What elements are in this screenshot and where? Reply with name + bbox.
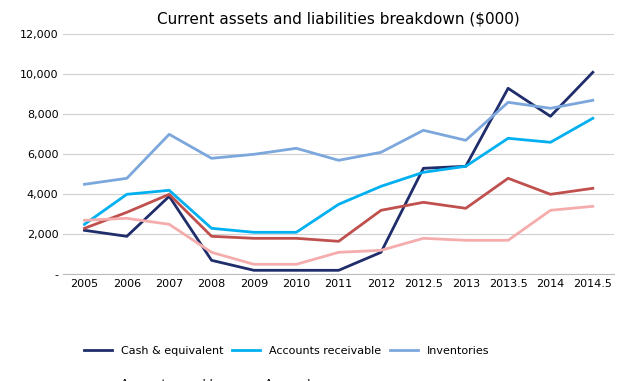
Accounts payable [420,200,427,205]
Line: Inventories: Inventories [84,100,593,184]
Accrued expenses [208,250,215,255]
Accrued expenses [505,238,512,243]
Accrued expenses [292,262,300,267]
Accounts payable [292,236,300,241]
Cash & equivalent [250,268,258,273]
Accounts receivable [292,230,300,235]
Cash & equivalent [589,70,597,75]
Accounts receivable [505,136,512,141]
Line: Accounts receivable: Accounts receivable [84,118,593,232]
Accounts payable [547,192,555,197]
Accounts receivable [462,164,470,168]
Accrued expenses [547,208,555,213]
Inventories [165,132,173,136]
Accrued expenses [589,204,597,208]
Accounts payable [462,206,470,211]
Accrued expenses [462,238,470,243]
Inventories [377,150,385,155]
Accounts payable [250,236,258,241]
Cash & equivalent [547,114,555,118]
Accounts receivable [250,230,258,235]
Accounts receivable [547,140,555,144]
Inventories [335,158,342,163]
Cash & equivalent [80,228,88,232]
Inventories [292,146,300,150]
Inventories [123,176,130,181]
Accounts payable [80,226,88,231]
Accrued expenses [335,250,342,255]
Accounts payable [335,239,342,243]
Accounts payable [165,192,173,197]
Accounts payable [505,176,512,181]
Accounts receivable [208,226,215,231]
Accounts payable [208,234,215,239]
Accrued expenses [377,248,385,253]
Accounts receivable [420,170,427,174]
Inventories [589,98,597,102]
Accounts payable [589,186,597,190]
Cash & equivalent [165,194,173,199]
Line: Cash & equivalent: Cash & equivalent [84,72,593,271]
Cash & equivalent [462,164,470,168]
Accounts payable [123,210,130,215]
Cash & equivalent [377,250,385,255]
Cash & equivalent [292,268,300,273]
Accounts receivable [80,222,88,227]
Cash & equivalent [505,86,512,91]
Accrued expenses [165,222,173,227]
Inventories [420,128,427,133]
Accounts payable [377,208,385,213]
Inventories [547,106,555,110]
Accounts receivable [123,192,130,197]
Line: Accrued expenses: Accrued expenses [84,206,593,264]
Legend: Accounts payable, Accrued expenses: Accounts payable, Accrued expenses [80,375,371,381]
Accrued expenses [250,262,258,267]
Accounts receivable [377,184,385,189]
Accounts receivable [165,188,173,192]
Inventories [462,138,470,142]
Inventories [208,156,215,161]
Accrued expenses [123,216,130,221]
Cash & equivalent [335,268,342,273]
Inventories [250,152,258,157]
Accounts receivable [589,116,597,120]
Inventories [80,182,88,187]
Cash & equivalent [123,234,130,239]
Title: Current assets and liabilities breakdown ($000): Current assets and liabilities breakdown… [157,11,520,26]
Cash & equivalent [208,258,215,263]
Line: Accounts payable: Accounts payable [84,178,593,241]
Accrued expenses [420,236,427,241]
Inventories [505,100,512,104]
Cash & equivalent [420,166,427,171]
Accrued expenses [80,218,88,223]
Accounts receivable [335,202,342,207]
